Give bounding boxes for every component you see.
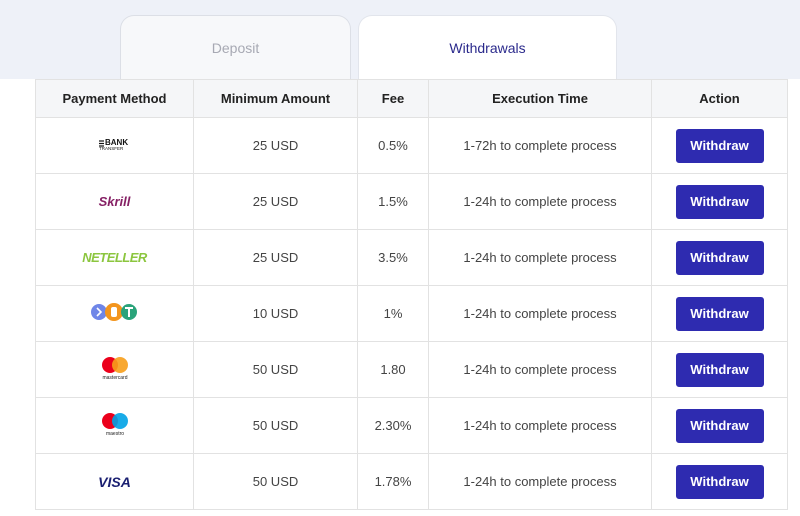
table-cell: 1-24h to complete process bbox=[428, 285, 652, 342]
withdraw-button[interactable]: Withdraw bbox=[675, 352, 764, 387]
logo-cell: Skrill bbox=[35, 173, 194, 230]
table-row: VISA 50 USD 1.78% 1-24h to complete process… bbox=[35, 453, 788, 510]
table-row: NETELLER 25 USD 3.5% 1-24h to complete proc… bbox=[35, 229, 788, 286]
table-cell: 1% bbox=[357, 285, 429, 342]
table-cell: Withdraw bbox=[651, 453, 788, 510]
table-cell: 10 USD bbox=[193, 285, 358, 342]
logo-cell: maestro bbox=[35, 397, 194, 454]
maestro-logo: maestro bbox=[101, 413, 128, 437]
logo-text: BANK bbox=[105, 138, 128, 147]
table-cell: 1.78% bbox=[357, 453, 429, 510]
table-cell: 1.80 bbox=[357, 341, 429, 398]
table-cell: 25 USD bbox=[193, 117, 358, 174]
table-cell: Withdraw bbox=[651, 397, 788, 454]
deposit-tab[interactable]: Deposit bbox=[120, 15, 351, 79]
table-row: BANK TRANSFER 25 USD 0.5% 1-72h to complet… bbox=[35, 117, 788, 174]
logo-text: maestro bbox=[105, 431, 123, 437]
header-cell: Execution Time bbox=[428, 79, 652, 118]
table-body: BANK TRANSFER 25 USD 0.5% 1-72h to complet… bbox=[35, 117, 788, 510]
logo-text: NETELLER bbox=[82, 250, 147, 265]
withdraw-button[interactable]: Withdraw bbox=[675, 240, 764, 275]
logo-text: VISA bbox=[98, 473, 131, 490]
table-cell: 1-24h to complete process bbox=[428, 341, 652, 398]
withdraw-button[interactable]: Withdraw bbox=[675, 408, 764, 443]
withdraw-button[interactable]: Withdraw bbox=[675, 184, 764, 219]
logo-cell: NETELLER bbox=[35, 229, 194, 286]
table-cell: Withdraw bbox=[651, 173, 788, 230]
table-cell: 1-24h to complete process bbox=[428, 397, 652, 454]
table-cell: 50 USD bbox=[193, 341, 358, 398]
table-cell: 50 USD bbox=[193, 397, 358, 454]
logo-cell: mastercard bbox=[35, 341, 194, 398]
table-row: Skrill 25 USD 1.5% 1-24h to complete proces… bbox=[35, 173, 788, 230]
table-cell: 0.5% bbox=[357, 117, 429, 174]
header-cell: Fee bbox=[357, 79, 429, 118]
payment-table: Payment Method Minimum Amount Fee Execut… bbox=[35, 79, 788, 510]
header-cell: Minimum Amount bbox=[193, 79, 358, 118]
table-cell: Withdraw bbox=[651, 117, 788, 174]
table-cell: 3.5% bbox=[357, 229, 429, 286]
table-cell: 1-72h to complete process bbox=[428, 117, 652, 174]
table-cell: 25 USD bbox=[193, 173, 358, 230]
table-cell: 2.30% bbox=[357, 397, 429, 454]
withdraw-button[interactable]: Withdraw bbox=[675, 128, 764, 163]
table-cell: 1-24h to complete process bbox=[428, 453, 652, 510]
table-cell: Withdraw bbox=[651, 341, 788, 398]
crypto-logo bbox=[90, 303, 137, 321]
table-cell: 50 USD bbox=[193, 453, 358, 510]
logo-cell: VISA bbox=[35, 453, 194, 510]
bank-transfer-logo: BANK TRANSFER bbox=[98, 138, 128, 151]
mastercard-logo: mastercard bbox=[101, 357, 128, 381]
withdrawals-tab[interactable]: Withdrawals bbox=[358, 15, 617, 79]
logo-text: mastercard bbox=[102, 375, 127, 381]
header-cell: Action bbox=[651, 79, 788, 118]
table-cell: 1-24h to complete process bbox=[428, 229, 652, 286]
table-row: maestro 50 USD 2.30% 1-24h to complete pro… bbox=[35, 397, 788, 454]
table-row: mastercard 50 USD 1.80 1-24h to complete p… bbox=[35, 341, 788, 398]
table-cell: 25 USD bbox=[193, 229, 358, 286]
logo-text: TRANSFER bbox=[99, 146, 124, 151]
table-cell: Withdraw bbox=[651, 229, 788, 286]
withdraw-button[interactable]: Withdraw bbox=[675, 464, 764, 499]
withdraw-button[interactable]: Withdraw bbox=[675, 296, 764, 331]
table-cell: Withdraw bbox=[651, 285, 788, 342]
header-row: Payment Method Minimum Amount Fee Execut… bbox=[35, 79, 788, 118]
table-cell: 1-24h to complete process bbox=[428, 173, 652, 230]
logo-cell: BANK TRANSFER bbox=[35, 117, 194, 174]
logo-cell bbox=[35, 285, 194, 342]
logo-text: Skrill bbox=[98, 194, 131, 209]
table-row: 10 USD 1% 1-24h to complete process Withdra… bbox=[35, 285, 788, 342]
table-cell: 1.5% bbox=[357, 173, 429, 230]
header-cell: Payment Method bbox=[35, 79, 194, 118]
